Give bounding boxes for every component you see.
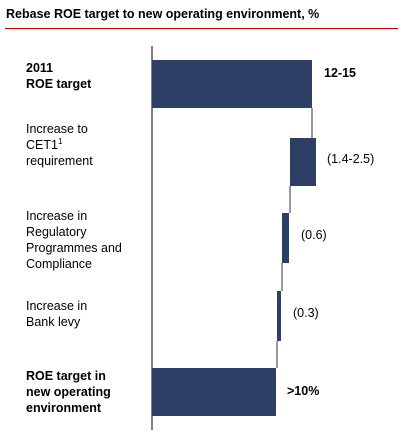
- bar-5: [152, 368, 276, 416]
- value-label-3: (0.6): [301, 228, 327, 242]
- category-label-1: 2011 ROE target: [26, 61, 92, 91]
- chart-title: Rebase ROE target to new operating envir…: [6, 7, 320, 21]
- value-label-1: 12-15: [324, 66, 356, 80]
- value-label-5: >10%: [287, 384, 320, 398]
- bar-1: [152, 60, 312, 108]
- category-label-2: Increase to CET11 requirement: [26, 122, 93, 168]
- title-underline: [5, 28, 398, 29]
- footnote-marker: 1: [57, 136, 63, 146]
- bar-4: [277, 291, 281, 341]
- category-label-3: Increase in Regulatory Programmes and Co…: [26, 209, 122, 271]
- category-label-5: ROE target in new operating environment: [26, 369, 111, 415]
- bar-3: [282, 213, 289, 263]
- value-label-2: (1.4-2.5): [327, 152, 375, 166]
- bar-2: [290, 138, 316, 186]
- value-label-4: (0.3): [293, 306, 319, 320]
- category-label-4: Increase in Bank levy: [26, 299, 88, 329]
